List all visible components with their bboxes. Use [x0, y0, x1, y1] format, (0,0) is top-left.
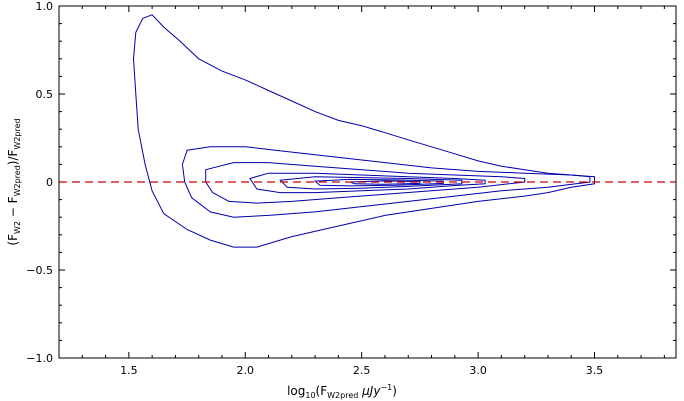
y-tick-label: −1.0 [26, 352, 53, 365]
y-tick-labels: −1.0 −0.5 0 0.5 1.0 [26, 0, 53, 365]
x-tick-labels: 1.5 2.0 2.5 3.0 3.5 [120, 364, 603, 377]
x-tick-label: 2.0 [237, 364, 255, 377]
contour-level-6 [313, 178, 444, 187]
y-axis-label: (FW2 − FW2pred)/FW2pred [6, 118, 22, 245]
x-tick-label: 1.5 [120, 364, 138, 377]
y-tick-label: 0 [46, 176, 53, 189]
contour-level-3 [205, 162, 526, 204]
x-tick-label: 3.0 [469, 364, 487, 377]
contour-level-7 [349, 180, 421, 185]
contour-level-4 [249, 172, 486, 194]
y-tick-label: 0.5 [36, 88, 54, 101]
x-tick-label: 2.5 [353, 364, 371, 377]
contour-level-1 [132, 14, 595, 248]
contour-lines [132, 14, 595, 248]
x-tick-label: 3.5 [586, 364, 604, 377]
contour-level-2 [181, 146, 591, 218]
y-tick-label: 1.0 [36, 0, 54, 13]
y-tick-label: −0.5 [26, 264, 53, 277]
x-axis-label: log10(FW2pred μJy−1) [287, 383, 397, 400]
contour-level-5 [279, 176, 463, 190]
plot-frame [58, 5, 677, 359]
